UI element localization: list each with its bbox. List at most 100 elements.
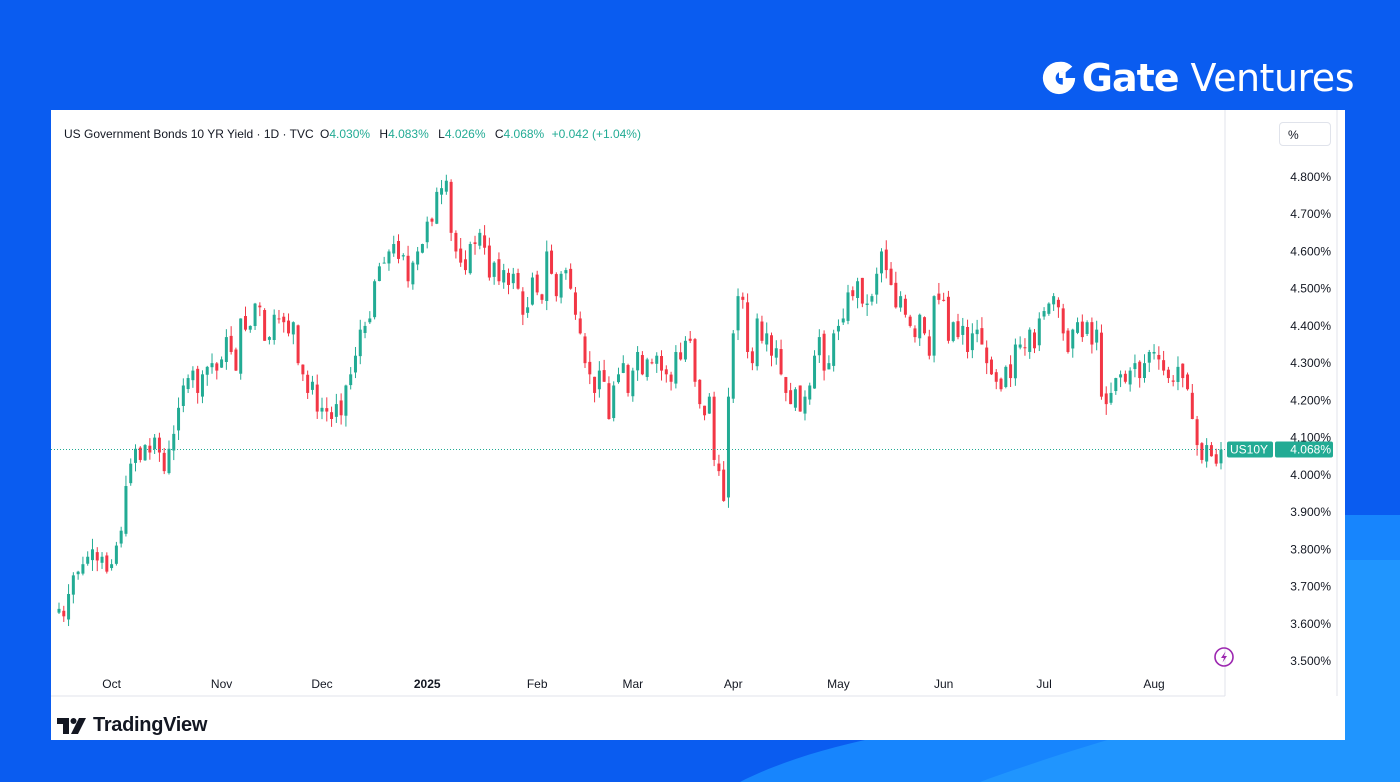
last-price-tag: US10Y 4.068% bbox=[1227, 441, 1333, 458]
candle-body bbox=[779, 349, 783, 375]
candle-body bbox=[731, 333, 735, 399]
y-tick-label: 3.800% bbox=[1290, 542, 1331, 556]
candle-body bbox=[224, 337, 228, 363]
candle-body bbox=[631, 370, 635, 397]
candle-body bbox=[616, 374, 620, 383]
candle-body bbox=[999, 378, 1003, 390]
candle-body bbox=[923, 317, 927, 334]
candle-body bbox=[162, 452, 166, 472]
candle-body bbox=[358, 329, 362, 357]
candle-body bbox=[334, 404, 338, 417]
candle-body bbox=[502, 270, 506, 283]
candle-body bbox=[172, 433, 176, 451]
candle-body bbox=[1119, 374, 1123, 378]
tradingview-watermark[interactable]: TradingView bbox=[57, 714, 207, 737]
candle-body bbox=[588, 361, 592, 375]
lightning-icon[interactable] bbox=[1214, 647, 1234, 667]
candle-body bbox=[956, 321, 960, 338]
candle-body bbox=[1176, 366, 1180, 382]
candle-body bbox=[564, 270, 568, 274]
x-tick-label: 2025 bbox=[414, 677, 441, 691]
candle-body bbox=[918, 314, 922, 339]
candle-body bbox=[1190, 392, 1194, 419]
candle-body bbox=[1004, 366, 1008, 387]
candle-body bbox=[1061, 308, 1065, 334]
candle-body bbox=[1018, 344, 1022, 348]
candle-body bbox=[506, 272, 510, 285]
candle-body bbox=[597, 370, 601, 390]
candle-body bbox=[573, 292, 577, 315]
candle-body bbox=[229, 335, 233, 352]
chart-canvas[interactable]: 4.800% 4.700% 4.600% 4.500% 4.400% 4.300% 4.20… bbox=[51, 110, 1345, 740]
candle-body bbox=[71, 575, 75, 595]
candle-body bbox=[191, 370, 195, 381]
candle-body bbox=[1009, 364, 1013, 379]
candle-body bbox=[1099, 332, 1103, 397]
candle-body bbox=[736, 296, 740, 331]
candle-body bbox=[100, 556, 104, 563]
candle-body bbox=[612, 385, 616, 419]
candle-body bbox=[640, 355, 644, 375]
candle-body bbox=[258, 305, 262, 308]
candle-body bbox=[1200, 443, 1204, 460]
brand-gate-text: Gate bbox=[1081, 56, 1180, 100]
candle-body bbox=[516, 272, 520, 289]
x-tick-label: May bbox=[827, 677, 850, 691]
y-tick-label: 4.100% bbox=[1290, 431, 1331, 445]
candle-body bbox=[836, 325, 840, 332]
candle-body bbox=[545, 251, 549, 302]
candle-body bbox=[980, 328, 984, 345]
candle-body bbox=[57, 608, 61, 613]
candle-body bbox=[607, 383, 611, 419]
candle-body bbox=[722, 469, 726, 501]
candle-body bbox=[248, 325, 252, 330]
candle-body bbox=[440, 188, 444, 195]
chart-panel[interactable]: 4.800% 4.700% 4.600% 4.500% 4.400% 4.300% 4.20… bbox=[51, 110, 1345, 740]
candle-body bbox=[583, 336, 587, 364]
candle-body bbox=[1171, 380, 1175, 382]
candle-body bbox=[822, 333, 826, 371]
candle-body bbox=[985, 347, 989, 364]
candle-body bbox=[243, 316, 247, 330]
legend-change-value: +0.042 (+1.04%) bbox=[551, 127, 641, 141]
candle-body bbox=[330, 412, 334, 419]
candle-body bbox=[1071, 329, 1075, 349]
x-tick-label: Oct bbox=[102, 677, 121, 691]
percent-scale-button[interactable]: % bbox=[1279, 122, 1331, 146]
x-tick-label: Jun bbox=[934, 677, 953, 691]
candle-body bbox=[798, 385, 802, 412]
candle-body bbox=[827, 363, 831, 370]
candle-body bbox=[889, 268, 893, 285]
candle-body bbox=[975, 329, 979, 335]
candle-body bbox=[946, 296, 950, 341]
candle-body bbox=[406, 255, 410, 282]
candle-body bbox=[291, 322, 295, 335]
candle-body bbox=[1142, 363, 1146, 379]
candle-body bbox=[301, 364, 305, 375]
candle-body bbox=[803, 396, 807, 414]
candle-body bbox=[1056, 299, 1060, 308]
candle-body bbox=[569, 268, 573, 289]
candle-body bbox=[90, 549, 94, 561]
candle-body bbox=[287, 320, 291, 334]
candle-body bbox=[693, 339, 697, 382]
y-tick-label: 3.600% bbox=[1290, 617, 1331, 631]
candle-body bbox=[95, 552, 99, 561]
candle-body bbox=[263, 310, 267, 341]
candle-body bbox=[989, 359, 993, 375]
candle-body bbox=[932, 296, 936, 356]
candle-body bbox=[167, 448, 171, 474]
candle-body bbox=[382, 262, 386, 264]
y-tick-label: 3.500% bbox=[1290, 654, 1331, 668]
candle-body bbox=[463, 259, 467, 271]
candle-body bbox=[1123, 373, 1127, 382]
candle-body bbox=[750, 351, 754, 364]
candle-body bbox=[1066, 330, 1070, 352]
candle-body bbox=[1205, 445, 1209, 462]
candle-body bbox=[110, 564, 114, 569]
x-axis: Oct Nov Dec 2025 Feb Mar Apr May Jun Jul Aug bbox=[102, 677, 1164, 691]
candle-body bbox=[1166, 369, 1170, 379]
x-tick-label: Dec bbox=[311, 677, 332, 691]
legend-close-label: C bbox=[494, 127, 504, 141]
candle-body bbox=[559, 273, 563, 298]
